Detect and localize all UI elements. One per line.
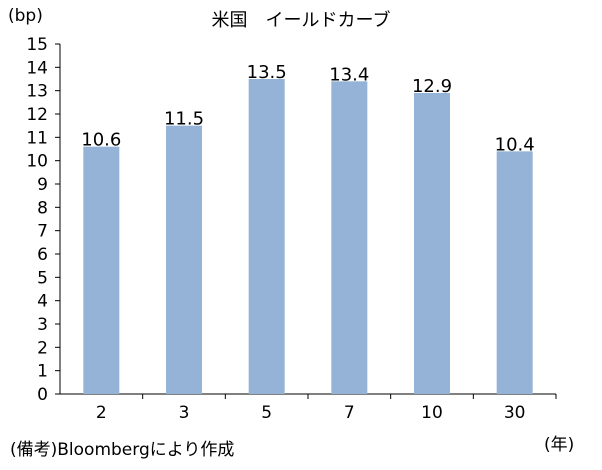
x-tick-label: 2 (96, 403, 107, 423)
bar (166, 125, 202, 395)
y-tick-label: 15 (26, 35, 48, 55)
bar (496, 151, 533, 394)
y-tick-label: 1 (37, 362, 48, 382)
y-tick-label: 14 (26, 58, 48, 78)
y-tick-label: 2 (37, 338, 48, 358)
x-tick-label: 3 (179, 403, 190, 423)
x-tick-label: 5 (261, 403, 272, 423)
x-tick-label: 10 (421, 403, 443, 423)
bar (414, 93, 450, 394)
y-tick-label: 6 (37, 245, 48, 265)
bar (83, 146, 120, 394)
data-label: 12.9 (412, 76, 452, 97)
y-tick-label: 12 (26, 105, 48, 125)
data-label: 11.5 (164, 109, 204, 130)
y-tick-label: 11 (26, 128, 48, 148)
data-label: 10.4 (495, 134, 535, 155)
y-tick-label: 8 (37, 198, 48, 218)
y-axis-label: (bp) (8, 6, 43, 26)
data-label: 13.5 (247, 62, 287, 83)
x-tick-label: 7 (344, 403, 355, 423)
data-label: 10.6 (81, 130, 121, 151)
y-tick-label: 7 (37, 222, 48, 242)
y-tick-label: 4 (37, 292, 48, 312)
bar (248, 79, 285, 394)
y-tick-label: 9 (37, 175, 48, 195)
source-note: (備考)Bloombergにより作成 (10, 440, 235, 460)
chart-title: 米国 イールドカーブ (211, 10, 391, 31)
bar (331, 81, 368, 394)
y-tick-label: 3 (37, 315, 48, 335)
y-tick-label: 13 (26, 82, 48, 102)
x-tick-label: 30 (504, 403, 526, 423)
y-tick-label: 0 (37, 385, 48, 405)
y-tick-label: 10 (26, 152, 48, 172)
data-label: 13.4 (329, 64, 369, 85)
y-tick-label: 5 (37, 268, 48, 288)
x-axis-label: (年) (544, 435, 575, 455)
